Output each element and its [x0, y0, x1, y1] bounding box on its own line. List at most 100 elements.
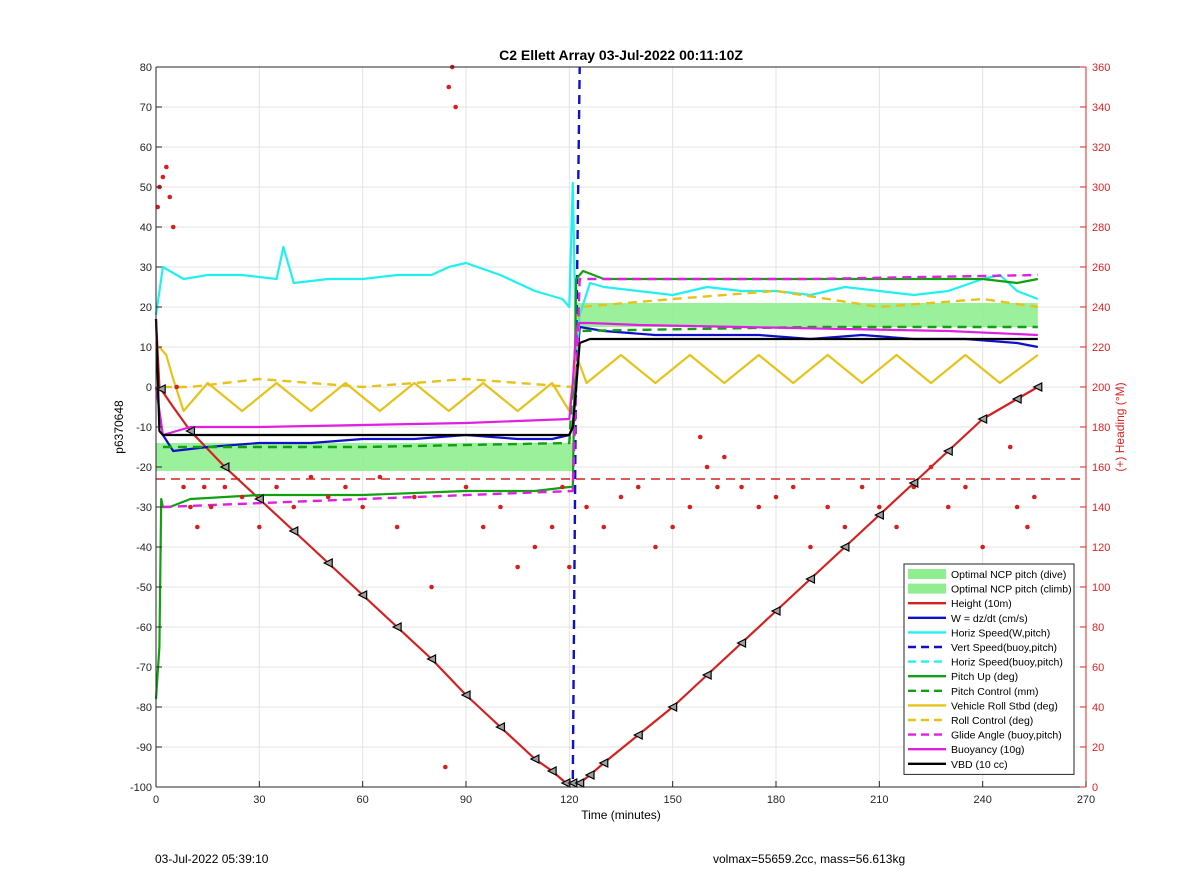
legend-swatch — [908, 583, 946, 594]
y-tick-label: 20 — [140, 302, 152, 314]
heading-point — [773, 494, 779, 500]
legend-label: W = dz/dt (cm/s) — [951, 613, 1028, 625]
heading-point — [715, 484, 720, 490]
legend-label: Buoyancy (10g) — [951, 744, 1025, 756]
heading-point — [877, 504, 882, 510]
y2-tick-label: 140 — [1092, 502, 1110, 514]
y2-tick-label: 340 — [1092, 102, 1110, 114]
x-tick-label: 240 — [973, 794, 991, 806]
height-marker — [873, 510, 884, 520]
height-marker — [770, 606, 781, 616]
heading-point — [560, 484, 565, 490]
y2-tick-label: 100 — [1092, 582, 1110, 594]
y-tick-label: 0 — [146, 382, 152, 394]
heading-point — [687, 504, 693, 510]
heading-point — [195, 524, 200, 530]
legend-label: Roll Control (deg) — [951, 715, 1033, 727]
y2-tick-label: 240 — [1092, 302, 1110, 314]
heading-point — [188, 504, 193, 510]
height-marker — [736, 638, 747, 648]
y2-tick-label: 260 — [1092, 262, 1110, 274]
height-marker — [942, 446, 953, 456]
legend-label: Vert Speed(buoy,pitch) — [951, 642, 1057, 654]
height-marker — [632, 730, 643, 740]
ncp-pitch-band — [576, 303, 1038, 327]
heading-point — [164, 164, 169, 170]
heading-point — [394, 524, 400, 530]
height-marker — [574, 778, 585, 788]
series-line — [154, 181, 1039, 365]
y2-tick-label: 200 — [1092, 382, 1110, 394]
y-tick-label: -60 — [136, 622, 152, 634]
x-tick-label: 210 — [870, 794, 888, 806]
footer-vehicle-info: volmax=55659.2cc, mass=56.613kg — [713, 852, 906, 866]
height-marker — [667, 702, 678, 712]
x-tick-label: 0 — [153, 794, 159, 806]
heading-point — [859, 484, 865, 490]
heading-point — [360, 504, 365, 510]
heading-point — [160, 174, 166, 180]
x-tick-label: 120 — [560, 794, 578, 806]
x-tick-label: 180 — [767, 794, 785, 806]
heading-point — [308, 474, 314, 480]
x-axis-label: Time (minutes) — [581, 808, 661, 822]
legend-label: Glide Angle (buoy,pitch) — [951, 730, 1062, 742]
y2-tick-label: 180 — [1092, 422, 1110, 434]
y-axis-label: p6370648 — [112, 400, 126, 454]
height-marker — [1011, 394, 1022, 404]
height-marker — [805, 574, 816, 584]
legend: Optimal NCP pitch (dive) Optimal NCP pitc… — [903, 563, 1075, 775]
y2-tick-label: 220 — [1092, 342, 1110, 354]
x-tick-label: 30 — [253, 794, 265, 806]
y2-tick-label: 280 — [1092, 222, 1110, 234]
heading-point — [808, 544, 813, 550]
y2-tick-label: 120 — [1092, 542, 1110, 554]
y2-tick-label: 300 — [1092, 182, 1110, 194]
plot-area: 0 30 60 90 120 150 180 210 240 270-100-90-80-70-6… — [130, 62, 1110, 806]
heading-point — [842, 524, 848, 530]
heading-point — [945, 504, 951, 510]
series-line — [571, 66, 581, 780]
y-tick-label: -10 — [136, 422, 152, 434]
height-marker — [253, 494, 264, 504]
heading-point — [463, 484, 469, 490]
y2-tick-label: 80 — [1092, 622, 1104, 634]
y2-tick-label: 360 — [1092, 62, 1110, 74]
height-marker — [839, 542, 850, 552]
y-tick-label: -90 — [136, 742, 152, 754]
y-tick-label: -100 — [130, 782, 152, 794]
x-tick-label: 60 — [357, 794, 369, 806]
y2-tick-label: 320 — [1092, 142, 1110, 154]
y2-tick-label: 60 — [1092, 662, 1104, 674]
heading-point — [601, 524, 607, 530]
heading-point — [274, 484, 279, 490]
heading-point — [446, 84, 452, 90]
heading-point — [532, 544, 538, 550]
y-tick-label: 80 — [140, 62, 152, 74]
heading-point — [1025, 524, 1030, 530]
series-line — [154, 321, 1038, 437]
heading-point — [174, 384, 179, 390]
height-marker — [701, 670, 712, 680]
footer-timestamp: 03-Jul-2022 05:39:10 — [155, 852, 269, 866]
legend-label: Optimal NCP pitch (climb) — [951, 584, 1072, 596]
height-marker — [185, 426, 196, 436]
series-line — [154, 318, 1038, 437]
height-marker — [322, 558, 333, 568]
heading-point — [567, 564, 572, 570]
heading-point — [291, 504, 297, 510]
heading-point — [894, 524, 899, 530]
height-marker — [977, 414, 988, 424]
series-line — [162, 325, 1038, 449]
heading-point — [377, 474, 383, 480]
y2-tick-label: 40 — [1092, 702, 1104, 714]
height-marker — [426, 654, 437, 664]
legend-label: VBD (10 cc) — [951, 759, 1008, 771]
heading-point — [208, 504, 214, 510]
y-tick-label: -70 — [136, 662, 152, 674]
heading-point — [239, 494, 245, 500]
heading-point — [980, 544, 985, 550]
y-tick-label: 50 — [140, 182, 152, 194]
y-tick-label: -30 — [136, 502, 152, 514]
